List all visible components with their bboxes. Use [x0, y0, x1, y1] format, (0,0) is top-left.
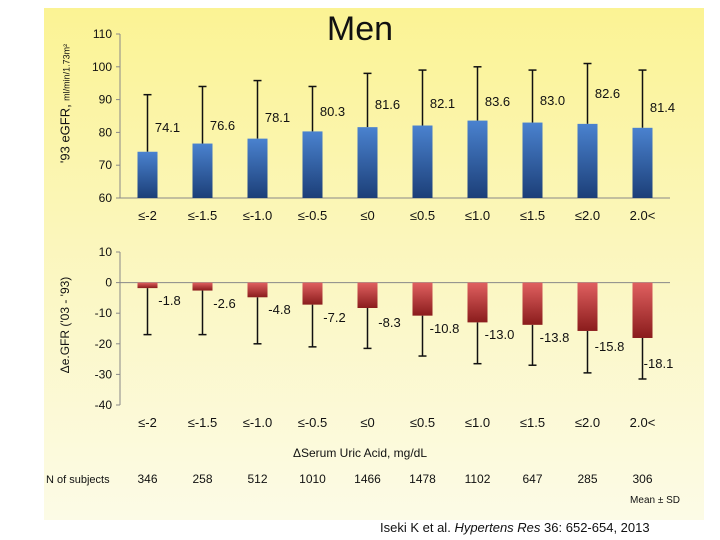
- bottom-value-label: -8.3: [378, 315, 400, 330]
- top-category-label: ≤0.5: [410, 208, 435, 223]
- bottom-category-label: ≤-0.5: [298, 415, 328, 430]
- top-bar: [412, 125, 433, 198]
- top-category-label: ≤-2: [138, 208, 157, 223]
- top-value-label: 80.3: [320, 104, 345, 119]
- top-value-label: 78.1: [265, 110, 290, 125]
- top-category-label: ≤1.0: [465, 208, 490, 223]
- citation-journal: Hypertens Res: [454, 520, 541, 535]
- bottom-bar: [577, 282, 598, 331]
- bottom-value-label: -1.8: [158, 293, 180, 308]
- bottom-category-label: 2.0<: [630, 415, 656, 430]
- subjects-count: 285: [577, 472, 598, 486]
- bottom-value-label: -2.6: [213, 296, 235, 311]
- top-ytick-label: 60: [99, 191, 113, 205]
- top-value-label: 82.1: [430, 96, 455, 111]
- top-bar: [247, 138, 268, 198]
- top-value-label: 83.0: [540, 93, 565, 108]
- top-category-label: ≤-0.5: [298, 208, 328, 223]
- bottom-ytick-label: 0: [105, 276, 112, 290]
- top-bar: [192, 143, 213, 198]
- bottom-category-label: ≤1.0: [465, 415, 490, 430]
- bottom-category-label: ≤0: [360, 415, 374, 430]
- bottom-bar: [357, 282, 378, 308]
- top-ytick-label: 70: [99, 158, 113, 172]
- citation: Iseki K et al. Hypertens Res 36: 652-654…: [380, 520, 650, 535]
- top-category-label: ≤-1.0: [243, 208, 273, 223]
- bottom-value-label: -7.2: [323, 310, 345, 325]
- citation-ref: 36: 652-654, 2013: [544, 520, 650, 535]
- top-ytick-label: 90: [99, 93, 113, 107]
- chart-background: [44, 8, 704, 520]
- bottom-value-label: -18.1: [644, 356, 674, 371]
- top-bar: [357, 127, 378, 198]
- subjects-count: 258: [192, 472, 213, 486]
- mean-sd-note: Mean ± SD: [630, 495, 680, 506]
- top-bar: [302, 131, 323, 198]
- bottom-category-label: ≤0.5: [410, 415, 435, 430]
- top-ytick-label: 110: [93, 27, 112, 41]
- top-value-label: 81.6: [375, 97, 400, 112]
- bottom-bar: [522, 282, 543, 325]
- bottom-value-label: -13.8: [540, 330, 570, 345]
- top-ytick-label: 100: [92, 60, 112, 74]
- chart-title: Men: [326, 10, 394, 48]
- bottom-ytick-label: -40: [95, 398, 113, 412]
- subjects-count: 346: [137, 472, 158, 486]
- bottom-value-label: -4.8: [268, 302, 290, 317]
- bottom-ytick-label: -20: [95, 337, 113, 351]
- subjects-count: 1010: [299, 472, 326, 486]
- top-value-label: 83.6: [485, 94, 510, 109]
- bottom-ytick-label: -10: [95, 306, 113, 320]
- top-value-label: 76.6: [210, 118, 235, 133]
- bottom-bar: [632, 282, 653, 338]
- subjects-count: 1466: [354, 472, 381, 486]
- bottom-ytick-label: 10: [99, 245, 113, 259]
- top-bar: [577, 123, 598, 198]
- bottom-category-label: ≤-1.5: [188, 415, 218, 430]
- bottom-category-label: ≤1.5: [520, 415, 545, 430]
- top-value-label: 81.4: [650, 100, 675, 115]
- bottom-bar: [137, 282, 158, 289]
- x-axis-title: ΔSerum Uric Acid, mg/dL: [292, 446, 428, 460]
- bottom-category-label: ≤-1.0: [243, 415, 273, 430]
- subjects-count: 1478: [409, 472, 436, 486]
- top-ytick-label: 80: [99, 125, 113, 139]
- subjects-row-label: N of subjects: [46, 474, 110, 486]
- top-category-label: ≤2.0: [575, 208, 600, 223]
- top-bar: [467, 120, 488, 198]
- top-bar: [522, 122, 543, 198]
- subjects-count: 647: [522, 472, 543, 486]
- subjects-count: 1102: [464, 472, 491, 486]
- top-bar: [137, 151, 158, 198]
- top-value-label: 82.6: [595, 86, 620, 101]
- bottom-value-label: -15.8: [595, 339, 625, 354]
- bottom-bar: [302, 282, 323, 305]
- bottom-value-label: -10.8: [430, 321, 460, 336]
- top-category-label: ≤1.5: [520, 208, 545, 223]
- bottom-value-label: -13.0: [485, 327, 515, 342]
- bottom-bar: [467, 282, 488, 323]
- top-category-label: ≤0: [360, 208, 374, 223]
- top-category-label: ≤-1.5: [188, 208, 218, 223]
- bottom-bar: [247, 282, 268, 298]
- subjects-count: 512: [247, 472, 268, 486]
- top-value-label: 74.1: [155, 120, 180, 135]
- bottom-category-label: ≤-2: [138, 415, 157, 430]
- citation-authors: Iseki K et al.: [380, 520, 451, 535]
- top-bar: [632, 127, 653, 198]
- bottom-bar: [192, 282, 213, 291]
- bottom-bar: [412, 282, 433, 316]
- subjects-count: 306: [632, 472, 653, 486]
- bottom-ytick-label: -30: [95, 367, 113, 381]
- bottom-category-label: ≤2.0: [575, 415, 600, 430]
- top-category-label: 2.0<: [630, 208, 656, 223]
